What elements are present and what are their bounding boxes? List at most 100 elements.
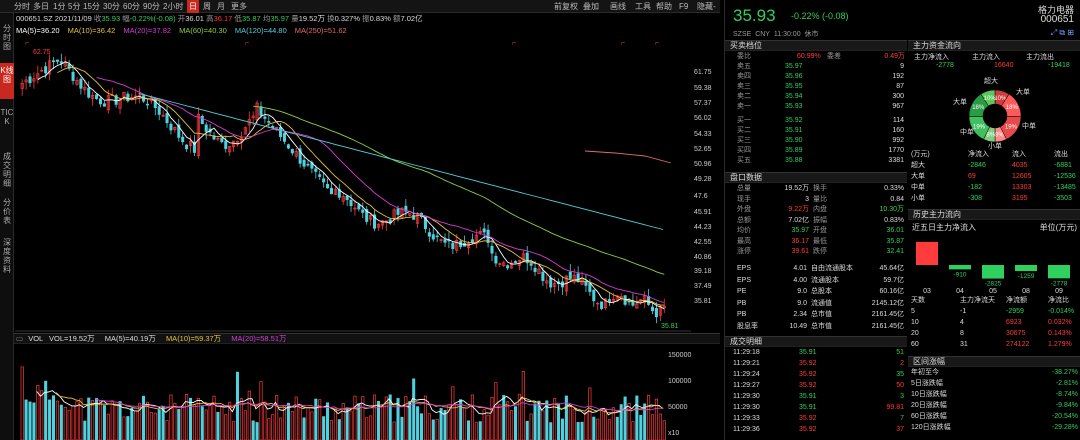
history-cell: 10 [911,319,919,326]
pankou-row: 涨停 39.61 跌停 32.41 [725,247,907,256]
history-bar [1048,265,1070,279]
period-tab-0[interactable]: 分时 [14,2,30,11]
toolbar-button-2[interactable]: 画线 [610,2,626,11]
period-tab-12[interactable]: 更多 [231,2,247,11]
window-icons[interactable]: ⤢ ⧉ ⊞ [1050,28,1074,37]
candle-body [604,298,608,308]
period-tab-11[interactable]: 月 [217,2,225,11]
vol-bar [216,411,220,440]
trade-price: 35.91 [799,404,817,411]
finance-value: 60.16亿 [879,288,904,295]
vol-bar [545,400,549,440]
price-tick-0: 61.75 [694,69,712,76]
toolbar-button-5[interactable]: F9 [679,2,689,11]
vol-bar [470,394,474,440]
capital-cell: 中单 [911,184,925,191]
leftnav-item-3[interactable]: 成交明细 [3,152,11,188]
candle-body [553,283,557,287]
vol-bar [98,400,103,440]
ma-line-3 [253,105,665,275]
period-tab-10[interactable]: 周 [203,2,211,11]
ask-row[interactable]: 卖二 35.94 300 [725,92,907,101]
toolbar-button-1[interactable]: 叠加 [583,2,599,11]
ask-row[interactable]: 卖一 35.93 967 [725,102,907,111]
ask-row[interactable]: 卖三 35.95 87 [725,82,907,91]
period-tab-4[interactable]: 15分 [83,2,100,11]
pie-slice-pct: 8% [986,133,995,139]
toolbar-button-0[interactable]: 前复权 [554,2,578,11]
vol-tick-2: 50000 [668,404,688,411]
bid-row[interactable]: 买二 35.91 160 [725,126,907,135]
period-tab-9[interactable]: 日 [187,0,199,13]
pankou-label: 涨停 [737,248,751,255]
candle-body [506,265,510,269]
candle-body [228,146,232,153]
trade-volume: 2 [900,360,904,367]
bid-row[interactable]: 买五 35.88 3381 [725,156,907,165]
period-tab-1[interactable]: 多日 [33,2,49,11]
bid-row[interactable]: 买三 35.90 992 [725,136,907,145]
candle-body [173,127,177,130]
toolbar-button-4[interactable]: 帮助 [656,2,672,11]
vol-bar [490,396,494,440]
vol-bar [149,412,153,440]
toolbar-button-3[interactable]: 工具 [635,2,651,11]
vol-bar [75,401,79,440]
chg-value: -0.22%(-0.08) [129,14,176,23]
capital-cell: 小单 [911,195,925,202]
period-tab-8[interactable]: 2小时 [163,2,184,11]
ma-line-250 [584,150,672,164]
volume-chart[interactable] [15,346,691,440]
level-price: 35.97 [785,63,803,70]
vol-bar [419,413,424,440]
level-price: 35.92 [785,117,803,124]
candle-body [537,268,541,274]
vol-bar [380,405,384,440]
history-bar-label: 03 [923,288,931,295]
ask-row[interactable]: 卖四 35.96 192 [725,72,907,81]
leftnav-item-1[interactable]: K线图 [0,63,14,99]
vol-bar [388,394,392,440]
candle-body [408,213,412,216]
ask-row[interactable]: 卖五 35.97 9 [725,62,907,71]
history-bar [949,265,971,270]
candle-body [251,115,255,118]
candle-body [439,239,443,241]
vol-bar [138,402,142,440]
trade-time: 11:29:24 [733,371,760,378]
finance-row: EPS 4.00 流通股本 59.7亿 [725,276,907,285]
capital-cell: -3503 [1054,195,1072,202]
finance-label: PB [737,311,747,318]
toolbar-button-6[interactable]: 隐藏- [697,2,716,11]
bid-row[interactable]: 买一 35.92 114 [725,116,907,125]
trade-price: 35.91 [799,349,817,356]
vol-bar [247,390,251,440]
vol-bar [529,413,533,440]
vol-bar [607,419,611,440]
leftnav-item-5[interactable]: 深度资料 [3,238,11,274]
period-tab-2[interactable]: 1分 [53,2,66,11]
amp-value: 0.83% [369,14,391,23]
capital-table-row: 中单 -182 13303 -13485 [908,183,1080,192]
level-label: 买一 [737,117,751,124]
vol-bar [654,398,658,440]
candle-body [106,95,110,111]
price-tick-8: 47.6 [694,193,708,200]
leftnav-item-2[interactable]: TICK [0,108,14,126]
level-volume: 9 [900,63,904,70]
price-tick-14: 37.49 [694,283,712,290]
kline-chart[interactable]: 62.75 35.81 ⌐ ⌐ ⌐ ⌐ ⌐ [15,36,691,332]
period-tab-6[interactable]: 60分 [123,2,140,11]
vol-bar [521,370,525,440]
vol-bar [102,405,106,440]
period-tab-3[interactable]: 5分 [68,2,81,11]
vol-bar [345,407,349,440]
period-tab-7[interactable]: 90分 [143,2,160,11]
leftnav-item-4[interactable]: 分价表 [3,198,11,225]
trade-row: 11:29:24 35.92 35 [725,370,907,379]
period-tab-5[interactable]: 30分 [103,2,120,11]
panel-menu-icon[interactable]: ▭ [16,334,24,343]
leftnav-item-0[interactable]: 分时图 [3,24,11,51]
bid-row[interactable]: 买四 35.89 1770 [725,146,907,155]
capital-cell: -2846 [968,162,986,169]
